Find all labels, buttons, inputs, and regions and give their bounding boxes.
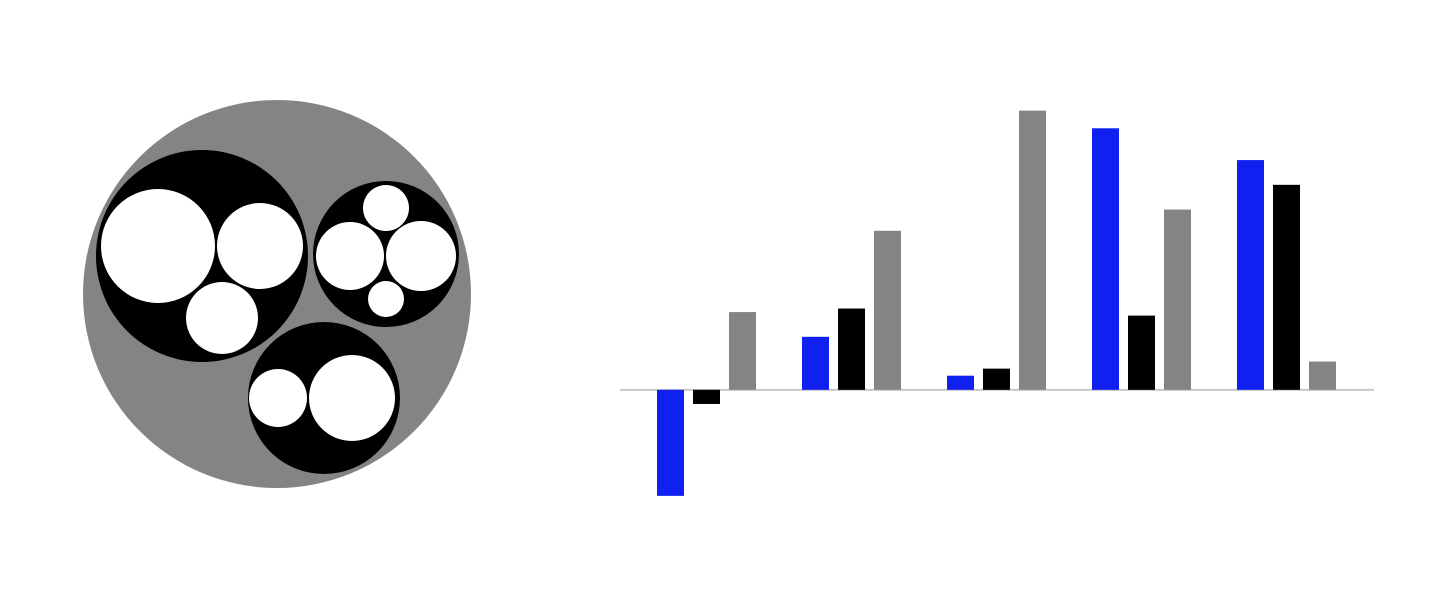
pack-leaf-circle-1-1 <box>101 189 215 303</box>
bar-s1-c3 <box>947 375 974 390</box>
bar-s2-c5 <box>1273 184 1300 390</box>
bar-s3-c3 <box>1019 110 1046 390</box>
bar-s3-c1 <box>729 312 756 390</box>
pack-leaf-circle-3-2 <box>249 369 307 427</box>
bar-group-2 <box>802 230 901 390</box>
pack-leaf-circle-2-1 <box>386 221 456 291</box>
bar-s3-c4 <box>1164 209 1191 390</box>
bar-layer <box>620 110 1374 496</box>
pack-leaf-circle-2-3 <box>363 185 409 231</box>
bar-s2-c3 <box>983 368 1010 390</box>
bar-s1-c2 <box>802 336 829 390</box>
bar-group-3 <box>947 110 1046 390</box>
pack-leaf-circle-3-1 <box>309 355 395 441</box>
circle-pack-layer <box>83 100 471 488</box>
pack-leaf-circle-1-3 <box>186 282 258 354</box>
bar-group-1 <box>657 312 756 496</box>
bar-s1-c1 <box>657 389 684 496</box>
bar-s3-c2 <box>874 230 901 390</box>
pack-leaf-circle-2-4 <box>368 281 404 317</box>
bar-s1-c5 <box>1237 160 1264 390</box>
bar-group-4 <box>1092 128 1191 390</box>
bar-s2-c1 <box>693 389 720 404</box>
pack-leaf-circle-2-2 <box>316 222 384 290</box>
bar-s2-c4 <box>1128 315 1155 390</box>
bar-s1-c4 <box>1092 128 1119 390</box>
bar-group-5 <box>1237 160 1336 390</box>
pack-leaf-circle-1-2 <box>217 203 303 289</box>
bar-s3-c5 <box>1309 361 1336 390</box>
bar-s2-c2 <box>838 308 865 390</box>
